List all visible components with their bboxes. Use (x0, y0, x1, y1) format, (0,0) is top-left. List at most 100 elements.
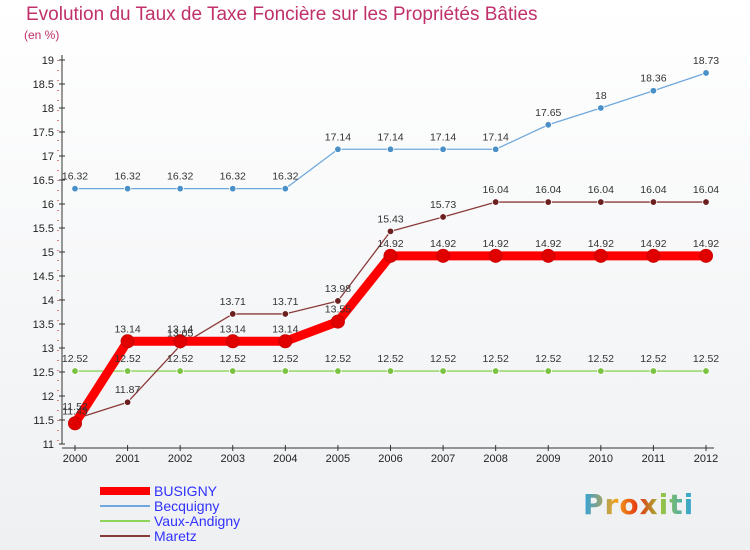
y-tick-label: 17.5 (33, 127, 54, 139)
data-point (123, 398, 132, 406)
data-label: 16.04 (483, 184, 509, 196)
data-label: 14.92 (483, 238, 509, 250)
data-label: 12.52 (535, 353, 561, 365)
y-tick-label: 16.5 (33, 175, 54, 187)
data-point (281, 184, 290, 193)
y-tick-label: 15 (42, 247, 54, 259)
data-label: 16.04 (640, 184, 666, 196)
legend-label: Vaux-Andigny (154, 513, 241, 529)
data-label: 13.55 (325, 304, 351, 316)
data-label: 16.32 (62, 171, 88, 183)
data-point (176, 367, 184, 375)
data-point (439, 367, 447, 375)
data-label: 16.32 (167, 171, 193, 183)
data-point (386, 227, 395, 236)
data-label: 12.52 (430, 353, 456, 365)
y-tick-label: 18.5 (33, 79, 54, 91)
x-tick-label: 2010 (589, 453, 613, 465)
data-label: 12.52 (167, 353, 193, 365)
data-label: 12.52 (377, 353, 403, 365)
x-tick-label: 2005 (326, 453, 350, 465)
data-point (597, 104, 605, 112)
data-point (593, 248, 608, 263)
y-tick-label: 13 (42, 343, 54, 355)
data-point (123, 367, 132, 375)
data-label: 14.92 (693, 238, 719, 250)
data-point (71, 367, 79, 375)
data-label: 18 (595, 90, 607, 102)
legend-label: Becquigny (154, 498, 220, 514)
y-tick-label: 15.5 (33, 223, 54, 235)
data-label: 15.43 (377, 213, 403, 225)
x-tick-label: 2002 (168, 453, 192, 465)
data-label: 16.04 (693, 184, 719, 196)
data-label: 11.87 (115, 384, 141, 396)
data-point (229, 310, 237, 318)
data-label: 13.05 (167, 328, 193, 340)
x-tick-label: 2003 (221, 453, 245, 465)
data-label: 16.32 (272, 171, 298, 183)
data-point (229, 367, 237, 375)
data-label: 12.52 (483, 353, 509, 365)
data-point (278, 334, 293, 349)
data-label: 14.92 (588, 238, 614, 250)
y-tick-label: 11 (43, 439, 54, 451)
data-label: 13.71 (220, 296, 246, 308)
y-tick-label: 14 (42, 295, 54, 307)
y-tick-label: 12.5 (33, 367, 54, 379)
data-point (702, 69, 710, 77)
data-label: 17.14 (377, 131, 403, 143)
data-point (439, 213, 447, 221)
data-label: 13.98 (325, 283, 351, 295)
data-point (488, 248, 503, 263)
x-tick-label: 2009 (536, 453, 560, 465)
data-point (68, 416, 82, 431)
data-label: 18.73 (693, 55, 719, 67)
data-point (225, 334, 240, 349)
x-tick-label: 2007 (431, 453, 455, 465)
data-label: 14.92 (430, 238, 456, 250)
data-point (544, 121, 552, 129)
legend-label: Maretz (154, 528, 197, 544)
data-point (541, 248, 556, 263)
data-point (120, 334, 135, 349)
data-point (646, 248, 661, 263)
data-label: 14.92 (535, 238, 561, 250)
unit-label: (en %) (24, 28, 60, 42)
y-tick-label: 19 (42, 55, 54, 67)
data-point (597, 198, 605, 206)
data-point (544, 367, 552, 375)
legend-swatch (100, 535, 150, 537)
data-point (281, 367, 290, 375)
y-tick-label: 11.5 (33, 415, 54, 427)
data-label: 12.52 (62, 353, 88, 365)
data-label: 17.14 (325, 131, 351, 143)
data-point (383, 248, 398, 263)
data-label: 12.52 (325, 353, 351, 365)
data-point (649, 87, 658, 95)
data-point (436, 248, 451, 263)
data-label: 14.92 (640, 238, 666, 250)
y-tick-label: 17 (42, 151, 54, 163)
data-label: 12.52 (272, 353, 298, 365)
legend-swatch (100, 487, 150, 495)
y-tick-label: 14.5 (33, 271, 54, 283)
data-label: 17.14 (430, 131, 456, 143)
data-label: 12.52 (114, 353, 140, 365)
data-point (597, 367, 605, 375)
logo-text: Proxiti (583, 488, 695, 521)
data-point (281, 310, 290, 318)
data-label: 12.52 (588, 353, 614, 365)
data-label: 12.52 (220, 353, 246, 365)
x-tick-label: 2001 (115, 453, 139, 465)
y-tick-label: 16 (42, 199, 54, 211)
legend-swatch (100, 520, 150, 522)
data-label: 11.43 (62, 405, 88, 417)
data-label: 12.52 (693, 353, 719, 365)
x-tick-label: 2012 (694, 453, 718, 465)
data-point (649, 367, 658, 375)
data-label: 13.14 (272, 323, 298, 335)
x-tick-label: 2008 (483, 453, 507, 465)
data-label: 18.36 (640, 73, 666, 85)
